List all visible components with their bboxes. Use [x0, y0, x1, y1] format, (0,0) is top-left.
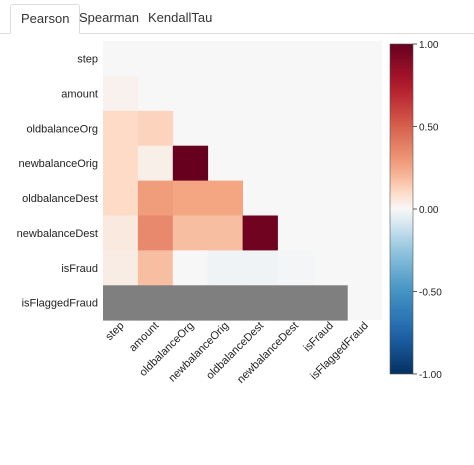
heatmap-cell — [242, 285, 278, 321]
tab-kendalltau[interactable]: KendallTau — [148, 10, 213, 25]
heatmap-cell — [137, 145, 174, 181]
heatmap-cell — [207, 180, 243, 216]
heatmap-cell — [103, 75, 139, 112]
y-tick-label: isFlaggedFraud — [22, 298, 98, 310]
heatmap-cell — [137, 215, 174, 251]
y-tick-label: oldbalanceDest — [22, 193, 98, 205]
y-tick-label: amount — [61, 88, 98, 100]
heatmap-cell — [242, 215, 278, 251]
heatmap-cell — [172, 250, 209, 286]
heatmap-cell — [137, 285, 174, 321]
heatmap-cell — [207, 250, 243, 286]
heatmap-cell — [172, 285, 209, 321]
heatmap-cell — [242, 250, 278, 286]
y-tick-label: oldbalanceOrg — [26, 123, 98, 135]
heatmap-cell — [172, 215, 209, 251]
correlation-tabbar: Pearson Spearman KendallTau — [0, 0, 474, 34]
heatmap-cell — [103, 145, 139, 181]
heatmap-cell — [103, 180, 139, 216]
colorbar — [389, 43, 414, 375]
heatmap-cell — [137, 180, 174, 216]
heatmap-cell — [172, 180, 209, 216]
colorbar-tick-label: -0.50 — [419, 288, 442, 299]
heatmap-cell — [103, 215, 139, 251]
tab-pearson[interactable]: Pearson — [10, 4, 81, 34]
colorbar-tick-label: -1.00 — [419, 370, 442, 381]
y-tick-label: newbalanceOrig — [19, 158, 99, 170]
x-tick-label: isFraud — [301, 320, 335, 354]
x-tick-label: step — [103, 320, 126, 343]
heatmap-cell — [207, 215, 243, 251]
heatmap-cell — [103, 285, 139, 321]
heatmap-cell — [137, 250, 174, 286]
heatmap-cell — [312, 285, 348, 321]
heatmap-cell — [172, 145, 209, 181]
tab-spearman[interactable]: Spearman — [79, 10, 139, 25]
heatmap-cell — [103, 250, 139, 286]
y-tick-label: step — [77, 54, 98, 66]
y-tick-label: isFraud — [61, 263, 98, 275]
heatmap-cell — [137, 110, 174, 147]
heatmap-cell — [103, 110, 139, 147]
x-tick-label: newbalanceDest — [235, 320, 301, 386]
colorbar-tick-label: 0.50 — [419, 123, 439, 134]
heatmap-cell — [277, 285, 313, 321]
colorbar-tick-label: 0.00 — [419, 205, 439, 216]
colorbar-tick-label: 1.00 — [419, 40, 439, 51]
x-tick-label: newbalanceOrig — [167, 320, 232, 385]
x-tick-label: amount — [127, 320, 161, 354]
heatmap-cell — [207, 285, 243, 321]
y-tick-label: newbalanceDest — [17, 228, 98, 240]
heatmap-cell — [277, 250, 313, 286]
